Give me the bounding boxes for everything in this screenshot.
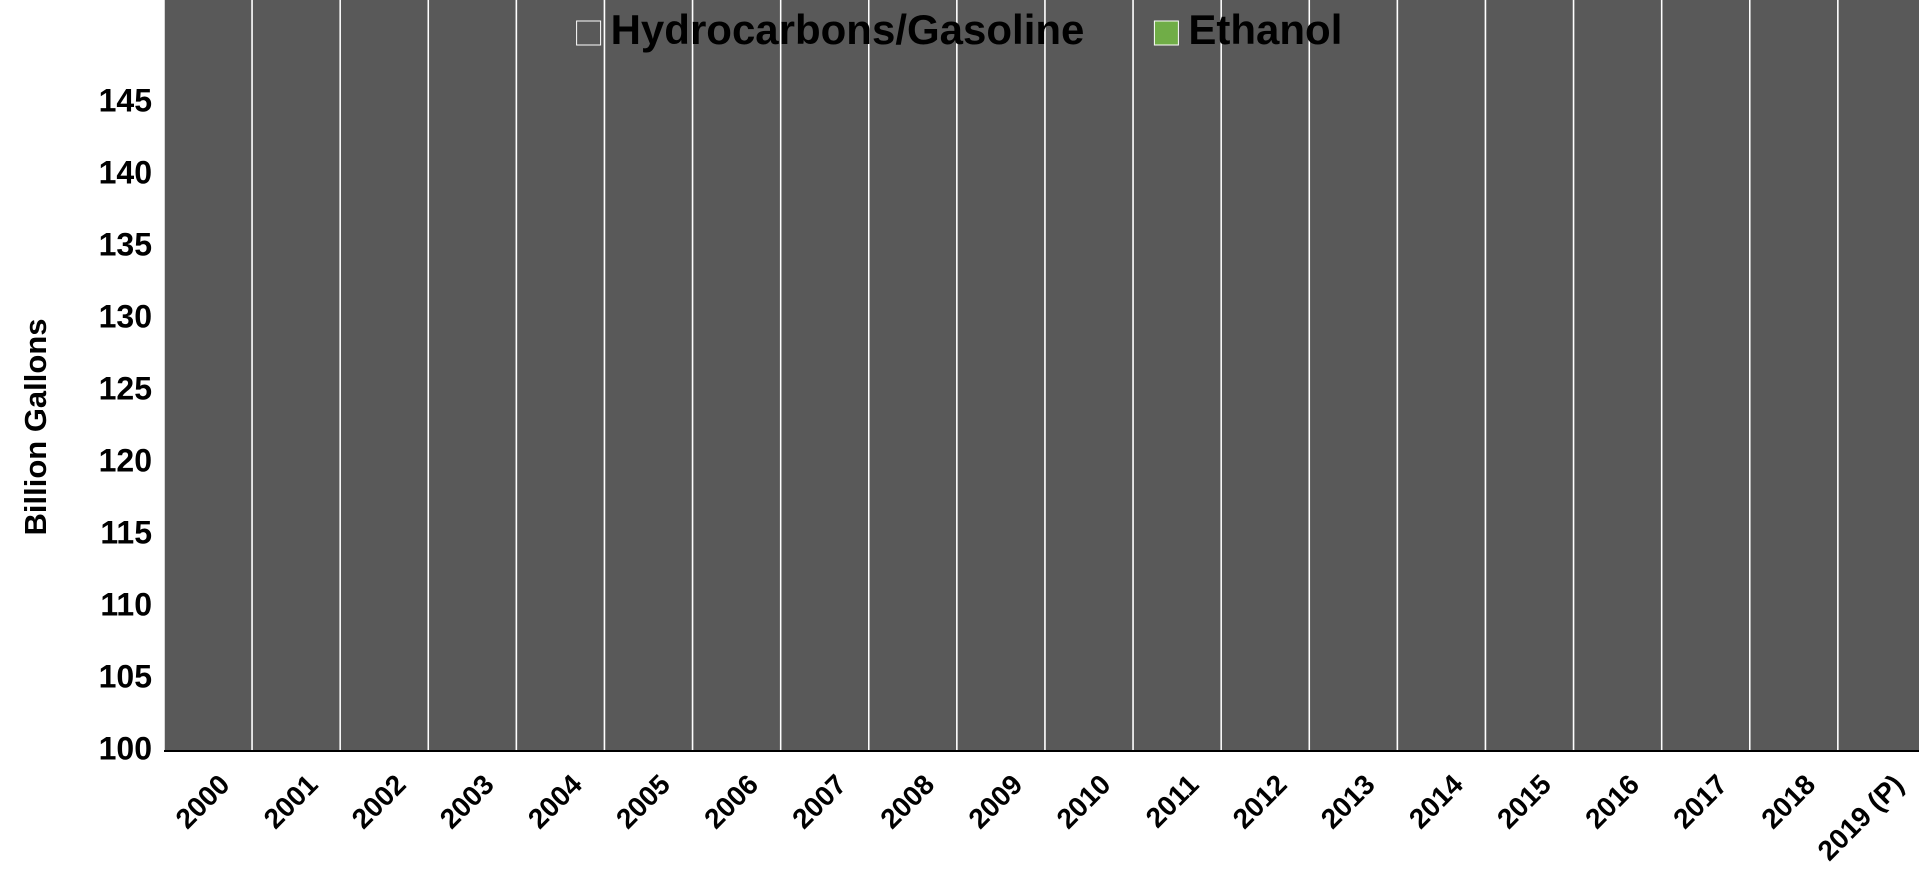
legend-label: Hydrocarbons/Gasoline <box>611 6 1085 53</box>
bar-segment <box>779 0 870 752</box>
x-tick-label: 2003 <box>434 769 500 835</box>
bar-segment <box>1132 0 1222 752</box>
y-tick-label: 100 <box>99 730 152 766</box>
y-tick-label: 130 <box>99 298 152 334</box>
y-tick-label: 120 <box>99 442 152 478</box>
bar-segment <box>1044 0 1134 752</box>
x-tick-label: 2002 <box>346 769 412 835</box>
bar-segment <box>339 0 430 752</box>
x-tick-label: 2005 <box>610 769 676 835</box>
x-tick-label: 2015 <box>1491 769 1557 835</box>
bar-segment <box>868 0 958 752</box>
legend-swatch <box>576 20 602 46</box>
bar-segment <box>515 0 606 752</box>
bar-segment <box>1660 0 1751 752</box>
bar-segment <box>1220 0 1311 752</box>
bar-segment <box>251 0 341 752</box>
x-tick-label: 2001 <box>258 769 324 835</box>
x-tick-label: 2016 <box>1579 769 1645 835</box>
y-tick-label: 125 <box>99 370 152 406</box>
bar-segment <box>1837 0 1919 752</box>
y-tick-label: 110 <box>100 586 152 622</box>
y-tick-label: 105 <box>99 658 152 694</box>
bar-segment <box>956 0 1046 752</box>
bar-segment <box>1749 0 1839 752</box>
bar-segment <box>427 0 518 752</box>
y-tick-label: 140 <box>99 154 152 190</box>
x-tick-label: 2018 <box>1755 769 1821 835</box>
x-tick-label: 2019 (P) <box>1812 769 1910 867</box>
y-tick-label: 135 <box>99 226 152 262</box>
x-tick-label: 2011 <box>1140 769 1205 834</box>
x-tick-label: 2007 <box>786 769 852 835</box>
bar-segment <box>1396 0 1487 752</box>
x-tick-label: 2004 <box>522 768 588 834</box>
x-tick-label: 2012 <box>1227 769 1293 835</box>
x-tick-label: 2006 <box>698 769 764 835</box>
bar-segment <box>1484 0 1575 752</box>
bar-segment <box>691 0 782 752</box>
x-tick-label: 2017 <box>1667 769 1733 835</box>
y-axis-label: Billion Gallons <box>18 318 53 535</box>
x-tick-label: 2000 <box>170 769 236 835</box>
bar-segment <box>163 0 253 752</box>
y-tick-label: 145 <box>99 82 152 118</box>
x-tick-label: 2014 <box>1403 768 1469 834</box>
y-tick-label: 115 <box>100 514 152 550</box>
legend-label: Ethanol <box>1188 6 1342 53</box>
x-tick-label: 2013 <box>1315 769 1381 835</box>
x-tick-label: 2010 <box>1051 769 1117 835</box>
bar-segment <box>603 0 694 752</box>
legend-swatch <box>1153 20 1179 46</box>
legend: Hydrocarbons/Gasoline Ethanol <box>576 6 1342 53</box>
x-tick-label: 2009 <box>962 769 1028 835</box>
x-tick-label: 2008 <box>874 769 940 835</box>
bar-segment <box>1572 0 1663 752</box>
bar-segment <box>1308 0 1399 752</box>
